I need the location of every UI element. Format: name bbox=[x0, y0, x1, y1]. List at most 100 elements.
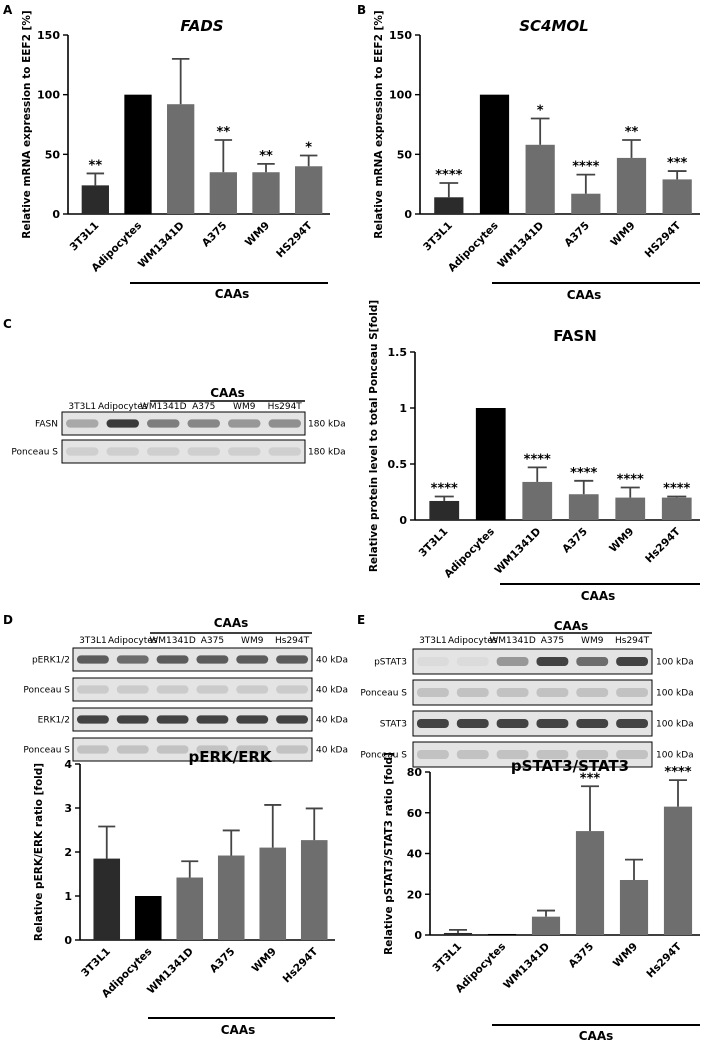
blot-band bbox=[416, 657, 449, 666]
significance-label: **** bbox=[617, 473, 644, 488]
x-tick-label: HS294T bbox=[643, 219, 684, 260]
caas-label: CAAs bbox=[210, 386, 245, 400]
kda-label: 100 kDa bbox=[656, 751, 694, 761]
bar-4 bbox=[616, 157, 647, 214]
blot-band bbox=[576, 750, 609, 759]
kda-label: 100 kDa bbox=[656, 689, 694, 699]
y-axis-label: Relative protein level to total Ponceau … bbox=[368, 300, 380, 572]
significance-label: ** bbox=[217, 125, 231, 140]
lane-label: Hs294T bbox=[275, 636, 310, 646]
blot-strip bbox=[72, 647, 313, 672]
panel-letter: D bbox=[3, 613, 13, 627]
significance-label: ** bbox=[259, 149, 273, 164]
bar-3 bbox=[575, 831, 605, 935]
chart-title: pSTAT3/STAT3 bbox=[511, 757, 629, 775]
x-tick-label: A375 bbox=[562, 220, 592, 250]
bar-2 bbox=[531, 916, 561, 935]
blot-row-label: Ponceau S bbox=[360, 689, 407, 699]
blot-band bbox=[156, 715, 189, 724]
significance-label: **** bbox=[664, 765, 691, 780]
chart-perk-erk: pERK/ERK Relative pERK/ERK ratio [fold] 0 1… bbox=[33, 748, 335, 1037]
y-tick-label: 1.5 bbox=[388, 346, 408, 359]
blot-band bbox=[536, 750, 569, 759]
bar-4 bbox=[252, 172, 280, 214]
x-tick-label: WM1341D bbox=[501, 940, 552, 991]
blot-band bbox=[196, 715, 229, 724]
blot-band bbox=[416, 750, 449, 759]
caas-label: CAAs bbox=[567, 288, 602, 302]
kda-label: 180 kDa bbox=[308, 448, 346, 458]
bar-2 bbox=[525, 144, 555, 214]
kda-label: 40 kDa bbox=[316, 656, 348, 666]
blot-row-label: ERK1/2 bbox=[38, 716, 70, 726]
blot-band bbox=[76, 685, 109, 694]
bar-5 bbox=[300, 840, 328, 940]
y-axis-label: Relative pSTAT3/STAT3 ratio [fold] bbox=[383, 752, 395, 955]
caas-label: CAAs bbox=[579, 1029, 614, 1042]
x-tick-label: A375 bbox=[208, 946, 238, 976]
caas-label: CAAs bbox=[581, 589, 616, 603]
blot-band bbox=[276, 745, 309, 754]
blot-band bbox=[576, 719, 609, 728]
significance-label: *** bbox=[580, 771, 601, 786]
blot-row-label: Ponceau S bbox=[23, 686, 70, 696]
blot-band bbox=[196, 655, 229, 664]
blot-band bbox=[456, 688, 489, 697]
blot-band bbox=[576, 688, 609, 697]
blot-band bbox=[156, 745, 189, 754]
blot-band bbox=[268, 419, 301, 428]
blot-band bbox=[236, 715, 269, 724]
panel-letter: A bbox=[3, 3, 13, 17]
bar-5 bbox=[663, 806, 693, 935]
blot-band bbox=[496, 688, 529, 697]
x-tick-label: 3T3L1 bbox=[79, 946, 113, 980]
blot-band bbox=[616, 750, 649, 759]
blot-band bbox=[496, 750, 529, 759]
lane-label: WM1341D bbox=[489, 636, 536, 646]
chart-fads: A FADS Relative mRNA expression to EEF2 [%… bbox=[3, 3, 330, 301]
caas-label: CAAs bbox=[215, 287, 250, 301]
lane-label: Hs294T bbox=[268, 402, 303, 412]
blot-row-label: Ponceau S bbox=[360, 751, 407, 761]
blot-band bbox=[116, 685, 149, 694]
kda-label: 100 kDa bbox=[656, 720, 694, 730]
x-tick-label: WM9 bbox=[607, 526, 636, 555]
blot-band bbox=[536, 657, 569, 666]
blot-band bbox=[228, 447, 261, 456]
blot-band bbox=[276, 655, 309, 664]
bar-5 bbox=[661, 497, 692, 520]
bar-5 bbox=[662, 179, 692, 214]
bar-1 bbox=[134, 896, 162, 940]
y-tick-label: 3 bbox=[64, 802, 72, 815]
blot-band bbox=[456, 657, 489, 666]
panel-letter: E bbox=[357, 613, 365, 627]
bar-4 bbox=[615, 497, 646, 520]
x-tick-label: WM1341D bbox=[492, 525, 543, 576]
x-tick-label: 3T3L1 bbox=[421, 220, 455, 254]
y-tick-label: 1 bbox=[399, 402, 407, 415]
x-tick-label: A375 bbox=[566, 941, 596, 971]
x-tick-label: Hs294T bbox=[281, 945, 321, 985]
blot-strip bbox=[72, 737, 313, 762]
blot-row-label: pERK1/2 bbox=[32, 656, 70, 666]
x-tick-label: 3T3L1 bbox=[68, 220, 102, 254]
blot-row-label: Ponceau S bbox=[11, 448, 58, 458]
blot-strip bbox=[412, 679, 653, 706]
x-tick-label: A375 bbox=[200, 220, 230, 250]
chart-fasn: FASN Relative protein level to total Ponc… bbox=[368, 300, 700, 603]
caas-label: CAAs bbox=[221, 1023, 256, 1037]
blot-band bbox=[616, 719, 649, 728]
x-tick-label: HS294T bbox=[274, 219, 315, 260]
blot-band bbox=[616, 657, 649, 666]
blot-row-label: STAT3 bbox=[380, 720, 407, 730]
chart-title: FASN bbox=[553, 327, 597, 345]
lane-label: A375 bbox=[192, 402, 215, 412]
y-tick-label: 50 bbox=[45, 148, 61, 161]
x-tick-label: WM1341D bbox=[136, 219, 187, 270]
bar-4 bbox=[619, 879, 649, 935]
x-tick-label: Hs294T bbox=[644, 940, 684, 980]
significance-label: * bbox=[305, 141, 312, 156]
significance-label: **** bbox=[524, 452, 551, 467]
y-tick-label: 60 bbox=[407, 807, 423, 820]
